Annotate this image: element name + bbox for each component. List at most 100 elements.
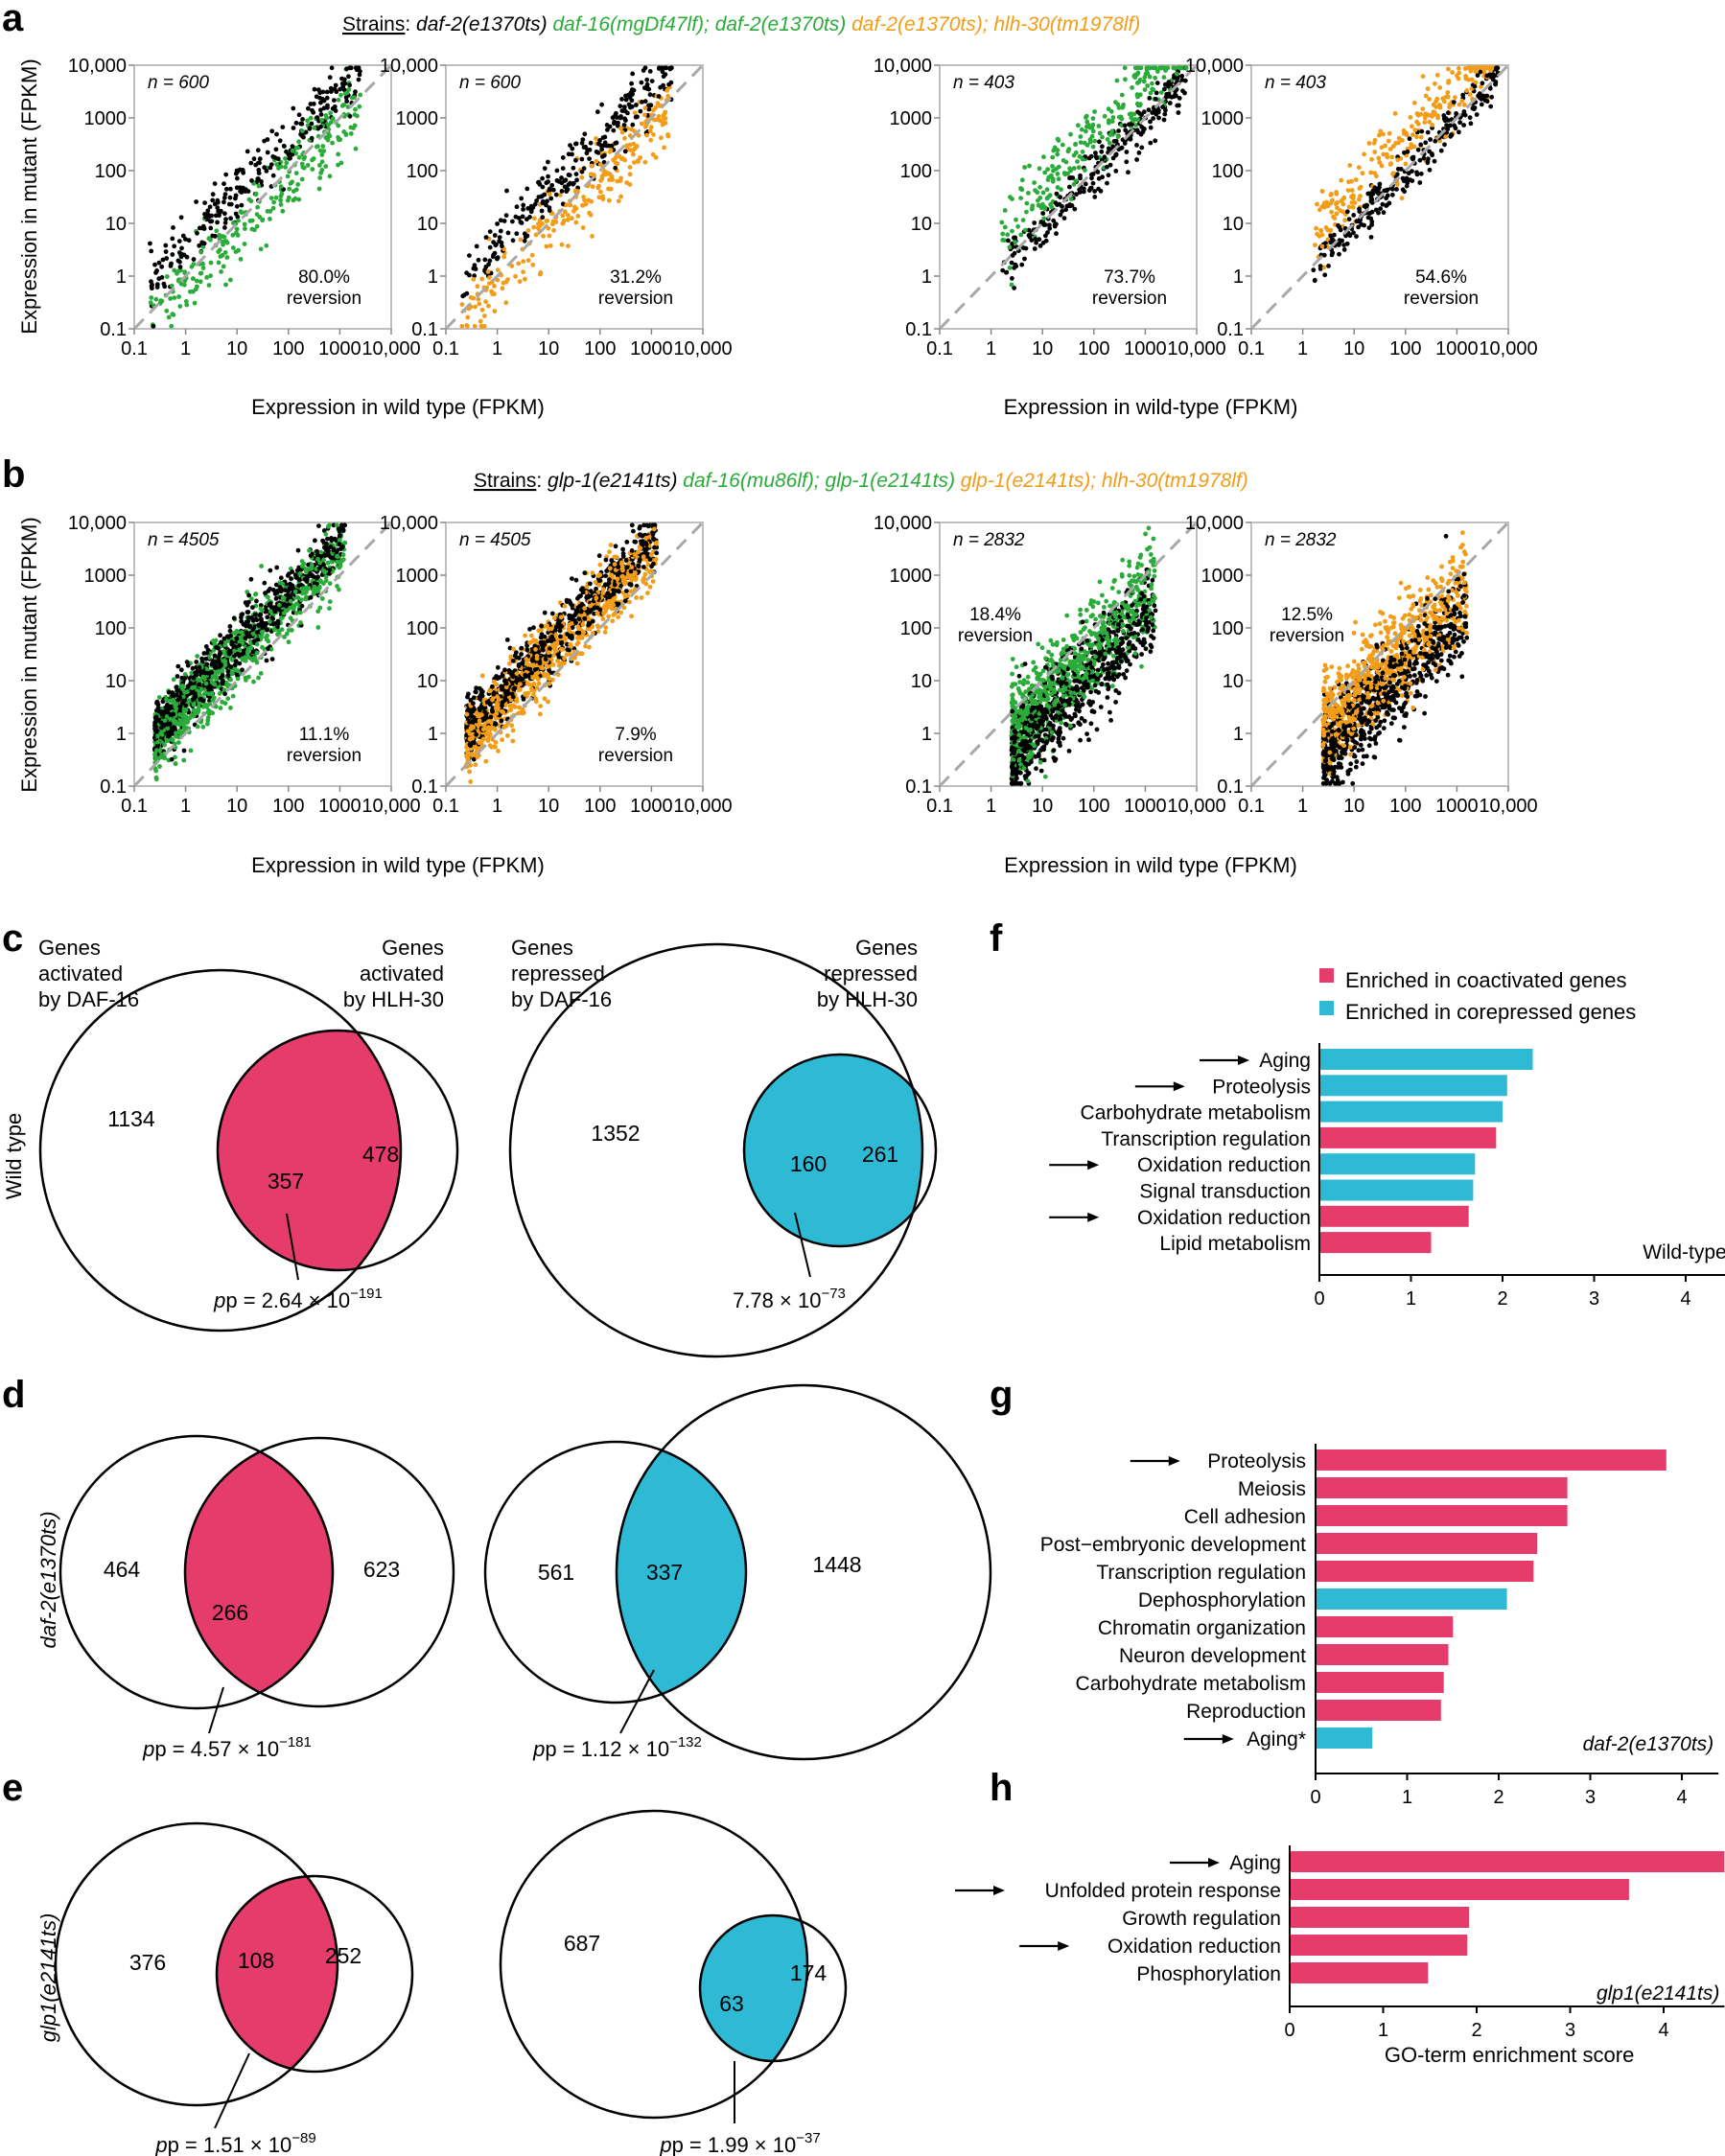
scatter-point <box>1102 154 1107 160</box>
scatter-point <box>279 627 285 633</box>
scatter-point <box>573 577 579 583</box>
scatter-point <box>270 205 276 211</box>
scatter-point <box>579 156 585 162</box>
y-tick-label: 0.1 <box>905 319 932 340</box>
scatter-point <box>623 118 628 123</box>
scatter-point <box>1072 206 1078 212</box>
scatter-point <box>542 610 548 615</box>
scatter-point <box>1414 134 1419 140</box>
scatter-point <box>344 66 349 72</box>
scatter-point <box>471 295 477 301</box>
scatter-point <box>1326 264 1331 268</box>
scatter-point <box>316 186 322 192</box>
scatter-point <box>337 542 342 546</box>
identity-line <box>444 63 705 331</box>
scatter-point <box>1323 225 1329 230</box>
scatter-point <box>579 636 585 640</box>
scatter-point <box>579 174 585 180</box>
scatter-point <box>540 198 546 204</box>
scatter-point <box>486 262 491 267</box>
scatter-point <box>298 610 303 615</box>
scatter-point <box>218 706 223 710</box>
scatter-point <box>1445 90 1451 95</box>
scatter-point <box>175 268 181 274</box>
scatter-point <box>1480 81 1485 86</box>
scatter-point <box>1445 110 1451 116</box>
scatter-point <box>1405 149 1410 154</box>
scatter-point <box>281 611 287 616</box>
scatter-point <box>1145 83 1151 88</box>
scatter-point <box>597 562 603 568</box>
scatter-point <box>322 569 328 575</box>
strain-a-3: daf-2(e1370ts); hlh-30(tm1978lf) <box>851 13 1140 35</box>
scatter-point <box>590 234 594 239</box>
scatter-point <box>474 243 479 249</box>
scatter-point <box>323 113 329 118</box>
scatter-point <box>320 144 326 149</box>
scatter-point <box>269 657 275 661</box>
scatter-point <box>1319 232 1325 238</box>
scatter-point <box>586 197 592 203</box>
scatter-point <box>218 210 222 216</box>
scatter-point <box>200 261 206 267</box>
scatter-point <box>265 137 270 142</box>
scatter-point <box>1384 196 1388 201</box>
scatter-point <box>315 625 321 630</box>
x-tick-label: 1000 <box>318 796 361 817</box>
scatter-point <box>618 610 623 615</box>
scatter-point <box>1311 267 1317 273</box>
scatter-point <box>550 662 556 667</box>
scatter-point <box>1481 70 1487 75</box>
x-tick-label: 1000 <box>630 796 673 817</box>
scatter-point <box>316 523 321 528</box>
scatter-point <box>177 304 183 309</box>
scatter-point <box>1068 175 1074 180</box>
scatter-point <box>1142 87 1148 92</box>
scatter-point <box>575 214 581 219</box>
scatter-point <box>254 641 260 647</box>
scatter-point <box>1153 97 1158 102</box>
scatter-point <box>212 664 218 670</box>
scatter-point <box>471 276 477 282</box>
scatter-point <box>1037 237 1042 243</box>
scatter-point <box>207 204 213 210</box>
scatter-point <box>222 659 228 664</box>
scatter-point <box>213 660 219 664</box>
scatter-point <box>603 557 609 563</box>
scatter-point <box>522 238 527 243</box>
scatter-point <box>538 635 544 640</box>
scatter-point <box>213 213 219 219</box>
scatter-point <box>547 208 552 213</box>
scatter-point <box>1044 187 1050 193</box>
scatter-point <box>285 591 291 597</box>
scatter-point <box>1347 163 1353 168</box>
scatter-point <box>1024 209 1029 215</box>
scatter-point <box>1337 251 1341 257</box>
scatter-point <box>622 157 627 163</box>
reversion-label: reversion <box>1092 289 1167 309</box>
scatter-point <box>284 603 289 609</box>
scatter-point <box>1328 200 1334 206</box>
scatter-point <box>485 269 491 274</box>
scatter-point <box>223 172 229 177</box>
scatter-point <box>503 279 509 285</box>
scatter-point <box>1334 190 1339 195</box>
scatter-point <box>664 88 669 93</box>
x-tick-label: 10 <box>226 796 247 817</box>
scatter-point <box>1032 220 1037 225</box>
scatter-point <box>618 126 623 131</box>
scatter-point <box>1032 246 1037 251</box>
scatter-point <box>268 609 273 614</box>
scatter-point <box>525 258 531 263</box>
scatter-point <box>159 298 165 304</box>
scatter-point <box>238 209 244 215</box>
scatter-point <box>184 302 190 308</box>
scatter-point <box>168 296 174 301</box>
scatter-point <box>599 154 605 159</box>
scatter-point <box>243 675 248 681</box>
scatter-point <box>1356 224 1361 230</box>
scatter-point <box>549 182 555 188</box>
scatter-point <box>1155 109 1161 115</box>
scatter-point <box>1362 203 1367 209</box>
scatter-point <box>256 183 262 189</box>
